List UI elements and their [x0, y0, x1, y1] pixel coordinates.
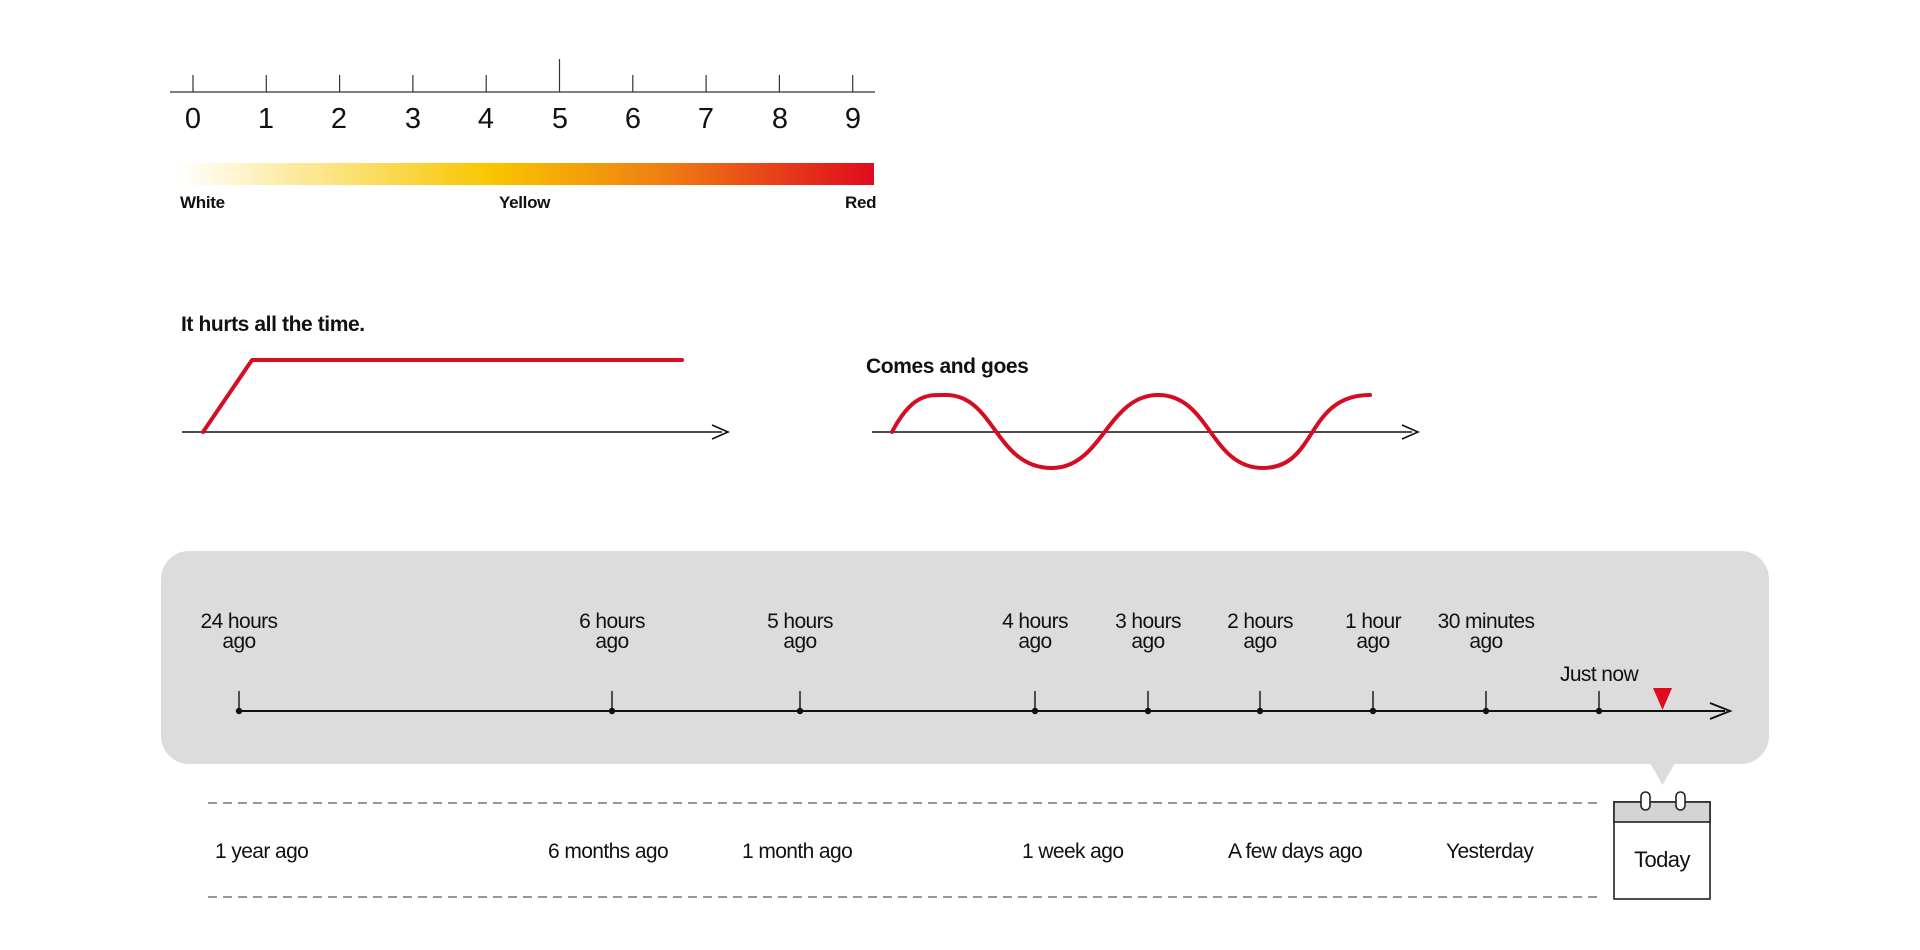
time-label-just-now: Just now: [1559, 663, 1639, 686]
arrow-right-icon: [711, 424, 730, 440]
time-label-1-hour: 1 hour ago: [1345, 610, 1402, 653]
timeline-dot: [1031, 707, 1039, 715]
pain-pattern-graphs: [182, 358, 1420, 471]
timeline-dot: [1482, 707, 1490, 715]
arrow-right-icon: [1709, 702, 1733, 720]
time-label-24-hours: 24 hours ago: [200, 610, 279, 653]
time-label-30-minutes: 30 minutes ago: [1437, 610, 1535, 653]
scale-number-5: 5: [551, 103, 569, 135]
current-time-marker-icon: [1653, 688, 1672, 710]
timeline-dot: [1595, 707, 1603, 715]
color-gradient-bar: [178, 163, 874, 185]
color-label-white: White: [180, 193, 225, 212]
constant-pain-graph: [182, 358, 730, 440]
intermittent-pain-wave: [890, 392, 1372, 471]
arrow-right-icon: [1401, 424, 1420, 440]
calendar-icon: [1613, 791, 1711, 900]
day-label-yesterday: Yesterday: [1446, 840, 1534, 863]
timeline-dot: [796, 707, 804, 715]
scale-ruler: [170, 59, 875, 93]
intermittent-pain-title: Comes and goes: [866, 355, 1029, 378]
time-label-2-hours: 2 hours ago: [1227, 610, 1293, 653]
constant-pain-title: It hurts all the time.: [181, 313, 365, 336]
scale-number-7: 7: [697, 103, 715, 135]
timeline-dot: [608, 707, 616, 715]
day-label-6-months: 6 months ago: [548, 840, 669, 863]
time-label-5-hours: 5 hours ago: [767, 610, 833, 653]
day-label-1-month: 1 month ago: [742, 840, 853, 863]
hours-timeline-axis: [235, 688, 1733, 785]
calendar-ring-right: [1675, 791, 1686, 811]
scale-number-2: 2: [330, 103, 348, 135]
panel-pointer: [1650, 763, 1675, 785]
scale-number-1: 1: [257, 103, 275, 135]
day-label-1-year: 1 year ago: [215, 840, 309, 863]
scale-number-6: 6: [624, 103, 642, 135]
time-label-4-hours: 4 hours ago: [1002, 610, 1068, 653]
timeline-dot: [235, 707, 243, 715]
timeline-dot: [1256, 707, 1264, 715]
today-label: Today: [1634, 847, 1690, 872]
scale-number-4: 4: [477, 103, 495, 135]
timeline-ticks: [235, 691, 1603, 715]
scale-number-9: 9: [844, 103, 862, 135]
day-label-few-days: A few days ago: [1228, 840, 1363, 863]
constant-pain-line: [201, 358, 684, 434]
hours-timeline-panel: [161, 551, 1769, 764]
scale-number-8: 8: [771, 103, 789, 135]
intensity-scale: 0 1 2 3 4 5 6 7 8 9 White Yellow Red: [0, 0, 1920, 240]
day-label-1-week: 1 week ago: [1022, 840, 1124, 863]
intermittent-pain-graph: [872, 392, 1420, 471]
scale-number-3: 3: [404, 103, 422, 135]
calendar-ring-left: [1640, 791, 1651, 811]
timeline-dot: [1144, 707, 1152, 715]
time-label-6-hours: 6 hours ago: [579, 610, 645, 653]
scale-number-0: 0: [184, 103, 202, 135]
color-label-yellow: Yellow: [499, 193, 551, 212]
color-label-red: Red: [845, 193, 877, 212]
timeline-dot: [1369, 707, 1377, 715]
ruler-ticks: [192, 59, 854, 92]
time-label-3-hours: 3 hours ago: [1115, 610, 1181, 653]
day-scale-lines: [208, 802, 1597, 898]
